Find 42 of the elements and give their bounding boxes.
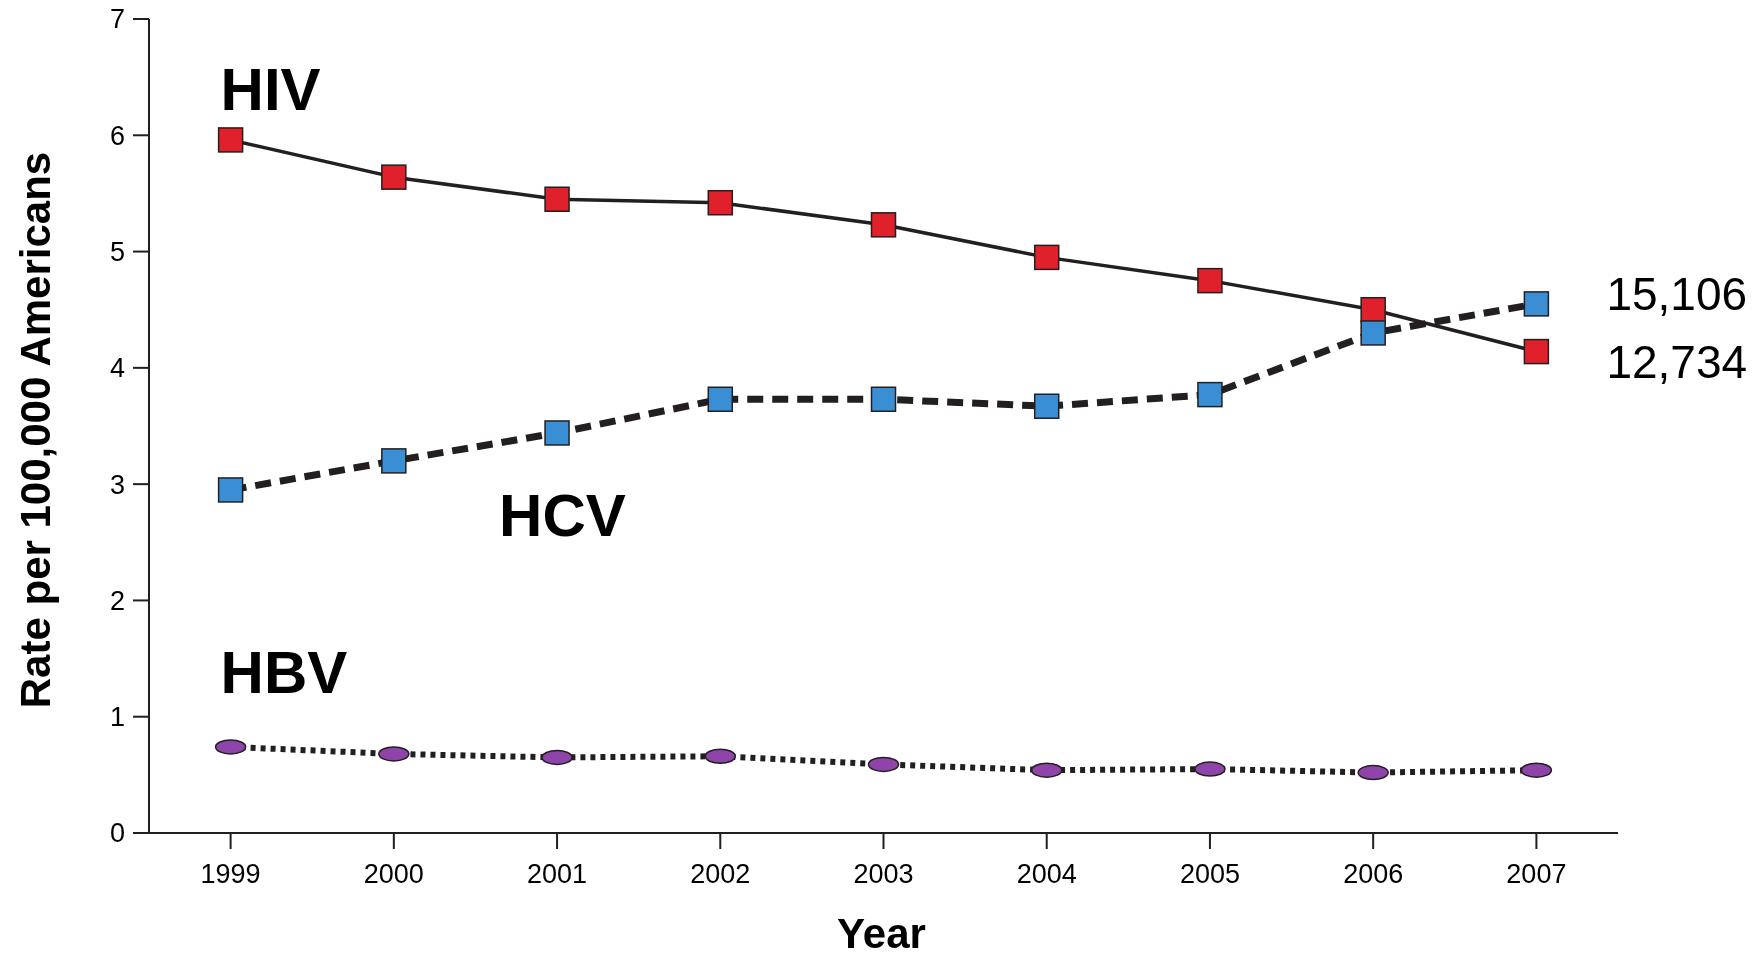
y-tick-label: 3 [109,469,125,500]
x-tick-label: 2002 [690,859,751,889]
x-tick-label: 2005 [1179,859,1240,889]
y-tick-label: 0 [109,818,125,849]
point [1197,267,1223,294]
point [870,386,897,412]
x-tick-label: 2007 [1506,859,1567,889]
y-tick-label: 2 [109,585,125,616]
point [707,386,734,412]
point [381,448,407,474]
point [544,186,570,212]
point [1523,291,1550,317]
y-tick-label: 1 [109,702,125,733]
x-tick-label: 1999 [200,859,261,889]
series-label: HIV [220,55,321,123]
series-label: HBV [220,639,348,707]
point [217,127,244,153]
series-label: HCV [499,482,626,550]
point [870,212,897,238]
x-tick-label: 2004 [1016,859,1077,889]
point [1033,244,1060,271]
point [1033,393,1060,419]
point [544,420,570,446]
point [1360,320,1386,346]
point [217,477,244,503]
y-tick-label: 4 [109,353,125,384]
x-tick-label: 2006 [1343,859,1404,889]
annotation: 15,106 [1606,268,1748,320]
x-tick-label: 2003 [853,859,914,889]
y-axis-title: Rate per 100,000 Americans [12,151,59,709]
point [707,189,734,216]
point [381,164,407,190]
x-axis-title: Year [837,910,926,957]
annotation: 12,734 [1606,335,1748,388]
point [1523,338,1550,365]
y-tick-label: 6 [109,120,125,151]
point [1197,381,1223,408]
y-tick-label: 5 [109,237,125,268]
x-tick-label: 2000 [363,859,424,889]
x-tick-label: 2001 [527,859,588,889]
point [1360,296,1386,323]
y-tick-label: 7 [109,4,125,35]
